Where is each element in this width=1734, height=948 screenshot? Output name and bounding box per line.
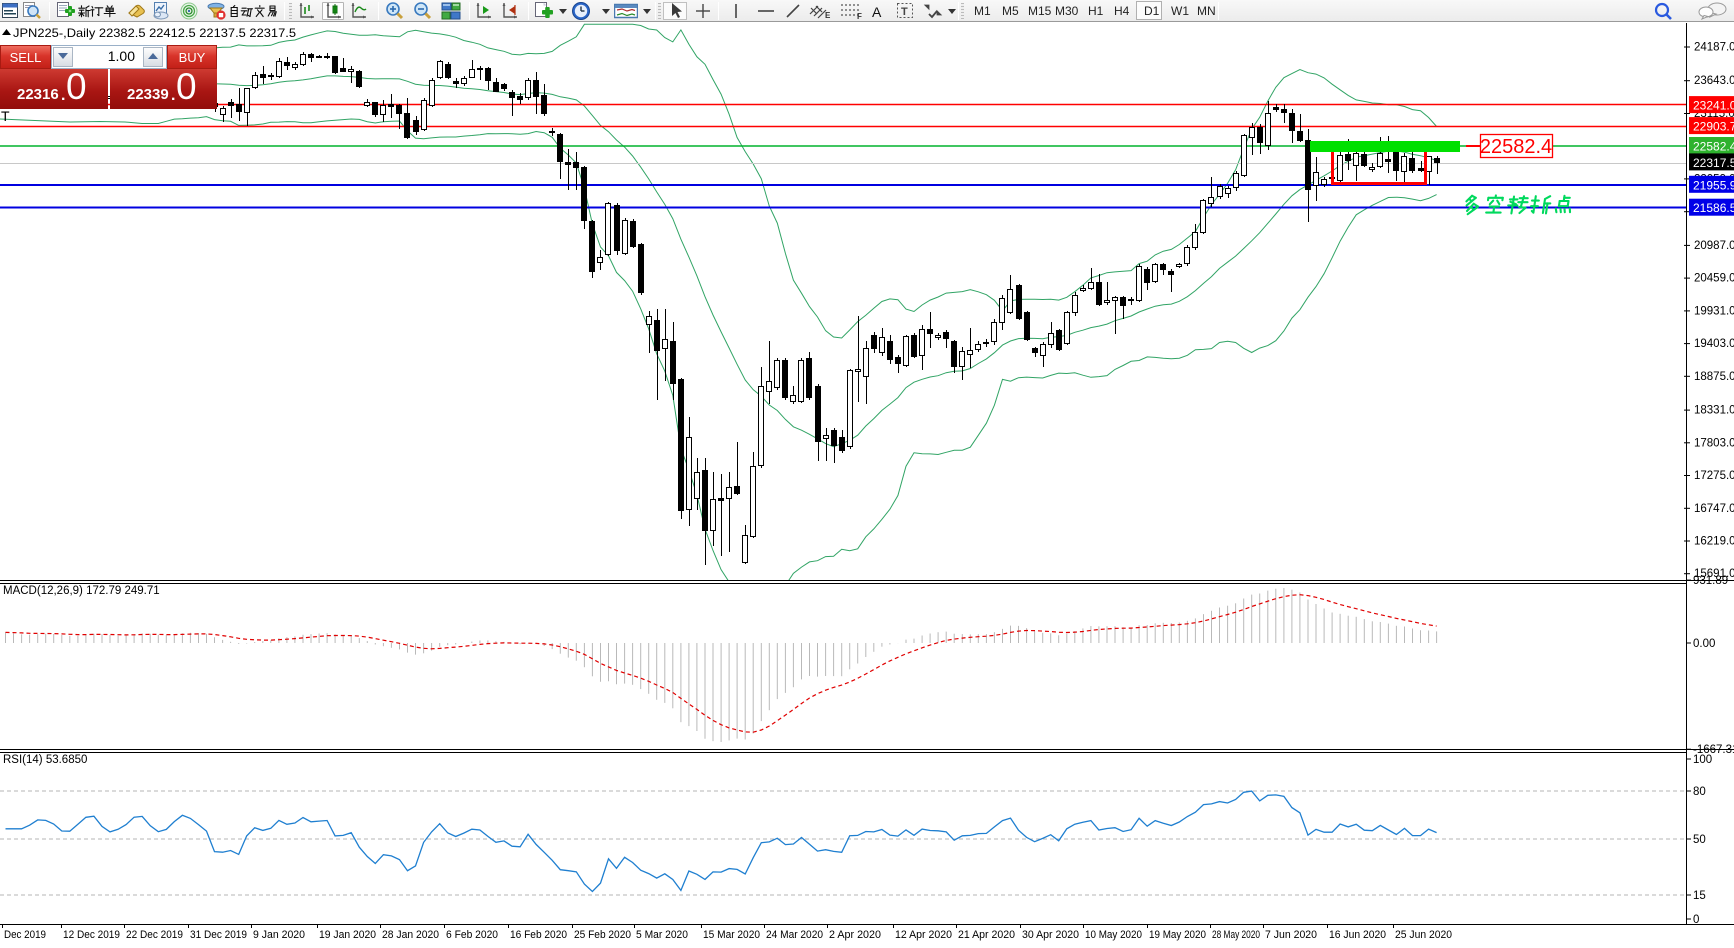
svg-text:19 May 2020: 19 May 2020 (1149, 929, 1206, 941)
svg-text:16747.0: 16747.0 (1694, 503, 1734, 515)
svg-text:31 Dec 2019: 31 Dec 2019 (190, 929, 247, 941)
svg-text:100: 100 (1693, 754, 1712, 766)
svg-text:28 Jan 2020: 28 Jan 2020 (382, 929, 439, 941)
svg-text:12 Apr 2020: 12 Apr 2020 (895, 929, 952, 941)
svg-text:0: 0 (1693, 914, 1699, 926)
svg-text:JPN225-,Daily 22382.5 22412.5: JPN225-,Daily 22382.5 22412.5 22137.5 22… (13, 26, 296, 40)
svg-text:30 Apr 2020: 30 Apr 2020 (1022, 929, 1079, 941)
svg-text:15 Mar 2020: 15 Mar 2020 (703, 929, 760, 941)
svg-text:23241.0: 23241.0 (1693, 99, 1734, 113)
svg-text:22582.4: 22582.4 (1693, 140, 1734, 154)
svg-text:24 Mar 2020: 24 Mar 2020 (766, 929, 823, 941)
svg-text:16 Jun 2020: 16 Jun 2020 (1329, 929, 1386, 941)
svg-text:21586.5: 21586.5 (1693, 201, 1734, 215)
svg-text:22582.4: 22582.4 (1480, 136, 1552, 158)
svg-text:19403.0: 19403.0 (1694, 338, 1734, 350)
svg-text:80: 80 (1693, 786, 1706, 798)
svg-text:Dec 2019: Dec 2019 (4, 929, 46, 941)
svg-text:10 May 2020: 10 May 2020 (1085, 929, 1142, 941)
svg-text:7 Jun 2020: 7 Jun 2020 (1265, 929, 1317, 941)
svg-text:16 Feb 2020: 16 Feb 2020 (510, 929, 567, 941)
svg-text:18331.0: 18331.0 (1694, 405, 1734, 417)
svg-text:2 Apr 2020: 2 Apr 2020 (829, 929, 881, 941)
svg-text:19 Jan 2020: 19 Jan 2020 (319, 929, 376, 941)
svg-text:18875.0: 18875.0 (1694, 371, 1734, 383)
svg-text:22 Dec 2019: 22 Dec 2019 (126, 929, 183, 941)
svg-text:931.89: 931.89 (1693, 575, 1728, 587)
svg-text:15: 15 (1693, 890, 1706, 902)
svg-text:21 Apr 2020: 21 Apr 2020 (958, 929, 1015, 941)
svg-text:21955.9: 21955.9 (1693, 178, 1734, 192)
svg-text:T: T (901, 6, 908, 18)
svg-text:16219.0: 16219.0 (1694, 536, 1734, 548)
svg-text:E: E (825, 11, 831, 20)
svg-text:20987.0: 20987.0 (1694, 240, 1734, 252)
svg-text:22903.7: 22903.7 (1693, 120, 1734, 134)
svg-text:T: T (1, 108, 10, 124)
svg-text:50: 50 (1693, 834, 1706, 846)
svg-text:20459.0: 20459.0 (1694, 273, 1734, 285)
svg-text:22317.5: 22317.5 (1693, 156, 1734, 170)
svg-text:19931.0: 19931.0 (1694, 305, 1734, 317)
svg-text:0.00: 0.00 (1693, 638, 1715, 650)
svg-text:F: F (857, 12, 862, 20)
svg-text:25 Jun 2020: 25 Jun 2020 (1395, 929, 1452, 941)
svg-text:17275.0: 17275.0 (1694, 470, 1734, 482)
svg-text:6 Feb 2020: 6 Feb 2020 (446, 929, 498, 941)
svg-text:25 Feb 2020: 25 Feb 2020 (574, 929, 631, 941)
svg-text:23643.0: 23643.0 (1694, 75, 1734, 87)
svg-text:5 Mar 2020: 5 Mar 2020 (636, 929, 688, 941)
svg-text:MACD(12,26,9) 172.79 249.71: MACD(12,26,9) 172.79 249.71 (3, 585, 160, 597)
svg-text:12 Dec 2019: 12 Dec 2019 (63, 929, 120, 941)
svg-text:RSI(14) 53.6850: RSI(14) 53.6850 (3, 754, 87, 766)
svg-text:9 Jan 2020: 9 Jan 2020 (253, 929, 305, 941)
svg-text:17803.0: 17803.0 (1694, 437, 1734, 449)
svg-text:28 May 2020: 28 May 2020 (1212, 929, 1260, 941)
svg-text:24187.0: 24187.0 (1694, 42, 1734, 54)
